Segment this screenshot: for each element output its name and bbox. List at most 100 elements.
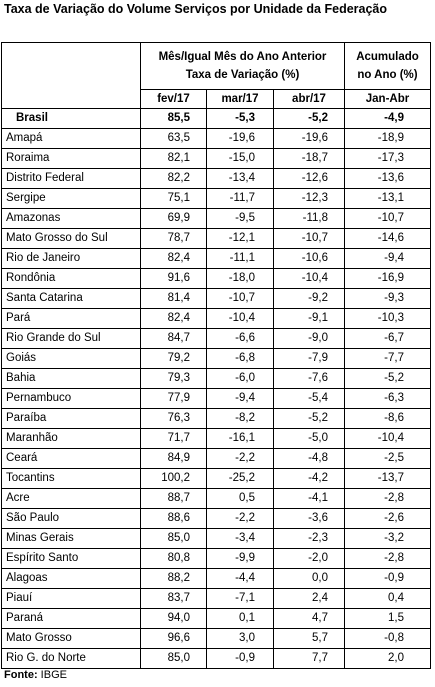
state-name: Bahia [1, 368, 141, 389]
value-cell: -4,9 [344, 108, 431, 129]
value-cell: -4,4 [206, 568, 274, 589]
header-row-group: Mês/Igual Mês do Ano Anterior Taxa de Va… [1, 42, 431, 109]
value-cell: 80,8 [140, 548, 207, 569]
state-name: Rondônia [1, 268, 141, 289]
source-label: Fonte: [4, 669, 38, 681]
table-row: Rio de Janeiro 82,4 -11,1 -10,6 -9,4 [1, 248, 431, 269]
value-cell: -14,6 [344, 228, 431, 249]
value-cell: -2,2 [206, 508, 274, 529]
value-cell: -15,0 [206, 148, 274, 169]
state-name: Distrito Federal [1, 168, 141, 189]
state-name: Alagoas [1, 568, 141, 589]
value-cell: -4,8 [273, 448, 345, 469]
value-cell: -8,2 [206, 408, 274, 429]
state-name: Mato Grosso do Sul [1, 228, 141, 249]
value-cell: -18,9 [344, 128, 431, 149]
value-cell: 2,0 [344, 648, 431, 669]
value-cell: -17,3 [344, 148, 431, 169]
value-cell: 88,6 [140, 508, 207, 529]
value-cell: -9,4 [206, 388, 274, 409]
table-title: Taxa de Variação do Volume Serviços por … [4, 2, 388, 16]
table-row: Espírito Santo 80,8 -9,9 -2,0 -2,8 [1, 548, 431, 569]
value-cell: 84,9 [140, 448, 207, 469]
col-header-abr: abr/17 [273, 89, 345, 109]
state-name: Roraima [1, 148, 141, 169]
table-row: Pará 82,4 -10,4 -9,1 -10,3 [1, 308, 431, 329]
value-cell: -11,7 [206, 188, 274, 209]
col-header-jan-abr: Jan-Abr [344, 89, 431, 109]
value-cell: -3,2 [344, 528, 431, 549]
state-name: Espírito Santo [1, 548, 141, 569]
value-cell: 82,2 [140, 168, 207, 189]
value-cell: -9,1 [273, 308, 345, 329]
table-row: Rondônia 91,6 -18,0 -10,4 -16,9 [1, 268, 431, 289]
value-cell: -4,1 [273, 488, 345, 509]
state-name: Paraíba [1, 408, 141, 429]
state-name: Rio de Janeiro [1, 248, 141, 269]
header-group-line2: Taxa de Variação (%) [185, 69, 300, 81]
table-row: Sergipe 75,1 -11,7 -12,3 -13,1 [1, 188, 431, 209]
value-cell: -2,5 [344, 448, 431, 469]
value-cell: -19,6 [206, 128, 274, 149]
value-cell: -2,2 [206, 448, 274, 469]
value-cell: 88,2 [140, 568, 207, 589]
table-row: Pernambuco 77,9 -9,4 -5,4 -6,3 [1, 388, 431, 409]
value-cell: -7,6 [273, 368, 345, 389]
table-row: Alagoas 88,2 -4,4 0,0 -0,9 [1, 568, 431, 589]
value-cell: -3,4 [206, 528, 274, 549]
value-cell: -3,6 [273, 508, 345, 529]
value-cell: -2,0 [273, 548, 345, 569]
value-cell: -10,6 [273, 248, 345, 269]
state-name: Ceará [1, 448, 141, 469]
value-cell: 100,2 [140, 468, 207, 489]
value-cell: 63,5 [140, 128, 207, 149]
value-cell: -5,2 [273, 108, 345, 129]
table-row: Acre 88,7 0,5 -4,1 -2,8 [1, 488, 431, 509]
value-cell: 94,0 [140, 608, 207, 629]
value-cell: -2,8 [344, 548, 431, 569]
value-cell: -9,5 [206, 208, 274, 229]
value-cell: -6,7 [344, 328, 431, 349]
value-cell: 69,9 [140, 208, 207, 229]
value-cell: -5,0 [273, 428, 345, 449]
table-row: Rio G. do Norte 85,0 -0,9 7,7 2,0 [1, 648, 431, 669]
header-group-line1: Mês/Igual Mês do Ano Anterior [158, 51, 327, 63]
data-table: Mês/Igual Mês do Ano Anterior Taxa de Va… [1, 42, 431, 669]
value-cell: 91,6 [140, 268, 207, 289]
value-cell: 5,7 [273, 628, 345, 649]
value-cell: -5,3 [206, 108, 274, 129]
state-name: São Paulo [1, 508, 141, 529]
state-name: Tocantins [1, 468, 141, 489]
value-cell: -8,6 [344, 408, 431, 429]
header-acc-line1: Acumulado [356, 51, 419, 63]
table-row: Goiás 79,2 -6,8 -7,9 -7,7 [1, 348, 431, 369]
state-name: Sergipe [1, 188, 141, 209]
value-cell: 85,0 [140, 648, 207, 669]
value-cell: 85,0 [140, 528, 207, 549]
value-cell: -7,9 [273, 348, 345, 369]
value-cell: 83,7 [140, 588, 207, 609]
source-value: IBGE [40, 669, 67, 681]
value-cell: -16,9 [344, 268, 431, 289]
value-cell: -0,9 [344, 568, 431, 589]
value-cell: -18,7 [273, 148, 345, 169]
table-row: Mato Grosso 96,6 3,0 5,7 -0,8 [1, 628, 431, 649]
value-cell: -6,8 [206, 348, 274, 369]
value-cell: -10,7 [344, 208, 431, 229]
table-row: Amazonas 69,9 -9,5 -11,8 -10,7 [1, 208, 431, 229]
value-cell: -6,6 [206, 328, 274, 349]
value-cell: 79,2 [140, 348, 207, 369]
value-cell: -9,2 [273, 288, 345, 309]
value-cell: -10,4 [206, 308, 274, 329]
value-cell: -9,9 [206, 548, 274, 569]
value-cell: 7,7 [273, 648, 345, 669]
table-row: Distrito Federal 82,2 -13,4 -12,6 -13,6 [1, 168, 431, 189]
value-cell: 2,4 [273, 588, 345, 609]
source-note: Fonte: IBGE [4, 669, 67, 681]
value-cell: -9,3 [344, 288, 431, 309]
state-name: Rio G. do Norte [1, 648, 141, 669]
value-cell: -2,8 [344, 488, 431, 509]
col-header-mar: mar/17 [206, 89, 274, 109]
value-cell: 78,7 [140, 228, 207, 249]
value-cell: -9,0 [273, 328, 345, 349]
